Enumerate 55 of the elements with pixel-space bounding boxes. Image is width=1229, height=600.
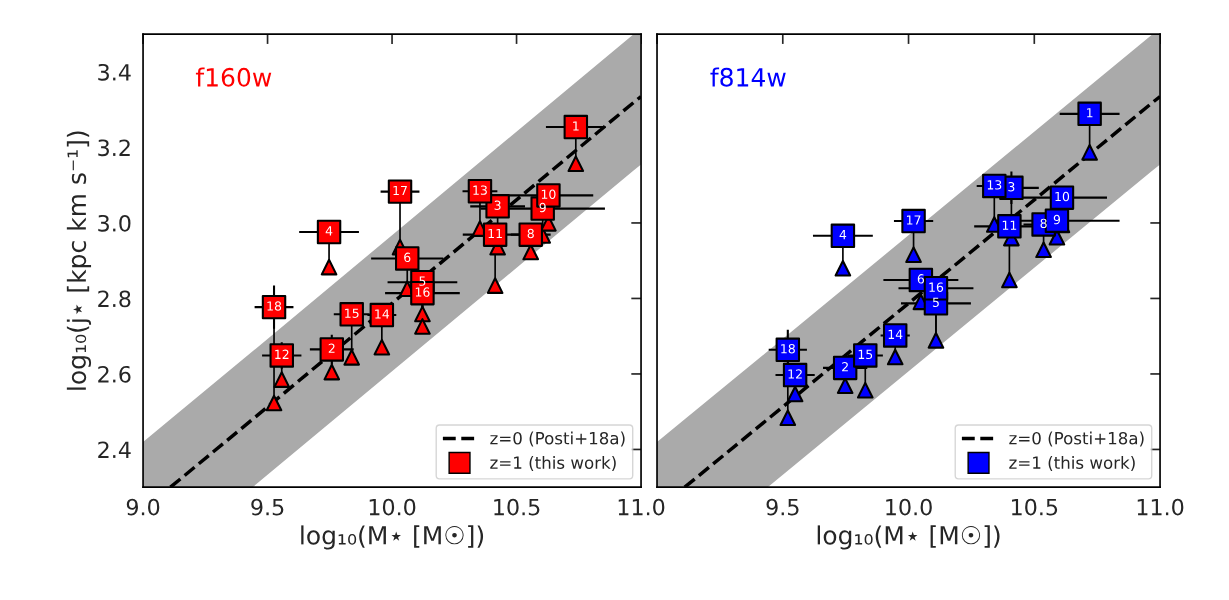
- annotation: 16: [415, 287, 430, 297]
- annotation: 2: [328, 343, 335, 353]
- y-tick-label: 2.4: [98, 441, 131, 458]
- x-tick-label: 10.0: [886, 498, 932, 516]
- y-tick-label: 2.8: [98, 290, 131, 308]
- x-tick-label: 10.5: [494, 498, 540, 516]
- annotation: 6: [404, 252, 411, 263]
- y-tick-label: 3.0: [98, 214, 131, 232]
- legend-label: z=0 (Posti+18a): [490, 431, 625, 447]
- x-tick-label: 10.5: [1012, 498, 1058, 516]
- annotation: 18: [781, 343, 795, 354]
- annotation: 17: [906, 215, 921, 225]
- annotation: 13: [987, 180, 1002, 190]
- annotation: 11: [1002, 220, 1017, 230]
- annotation: 2: [842, 362, 848, 372]
- y-tick-label: 3.4: [98, 63, 131, 81]
- annotation: 15: [858, 349, 873, 360]
- annotation: 9: [1053, 214, 1061, 225]
- annotation: 14: [375, 309, 390, 319]
- annotation: 12: [275, 349, 289, 359]
- annotation: 18: [267, 301, 282, 311]
- x-tick-label: 11.0: [618, 498, 665, 516]
- annotation: 1: [573, 121, 579, 131]
- annotation: 12: [788, 369, 802, 379]
- annotation: 1: [1087, 108, 1093, 118]
- annotation: 14: [888, 329, 903, 339]
- y-tick-label: 2.6: [98, 365, 131, 383]
- x-axis-title: log₁₀(M⋆ [M☉]): [817, 525, 1000, 550]
- legend-label: z=1 (this work): [490, 456, 616, 471]
- y-tick-label: 3.2: [98, 139, 130, 157]
- annotation: 16: [929, 282, 944, 292]
- x-axis-title: log₁₀(M⋆ [M☉]): [301, 525, 484, 550]
- text: f814w: [710, 67, 786, 87]
- x-tick-label: 9.5: [766, 498, 799, 516]
- annotation: 17: [393, 185, 407, 196]
- annotation: 4: [839, 230, 847, 240]
- x-tick-label: 10.0: [369, 498, 416, 516]
- legend-label: z=1 (this work): [1009, 456, 1135, 471]
- x-tick-label: 9.0: [126, 498, 160, 516]
- legend-label: z=0 (Posti+18a): [1009, 431, 1144, 447]
- annotation: 4: [325, 226, 333, 236]
- annotation: 10: [541, 189, 556, 200]
- annotation: 10: [1055, 191, 1070, 202]
- annotation: 8: [527, 228, 534, 239]
- annotation: 3: [494, 200, 501, 210]
- annotation: 15: [345, 308, 359, 318]
- y-axis-title: log₁₀(j⋆ [kpc km s⁻¹]): [66, 131, 92, 390]
- annotation: 6: [917, 274, 925, 284]
- annotation: 11: [488, 228, 502, 239]
- x-tick-label: 11.0: [1137, 498, 1184, 516]
- annotation: 13: [473, 185, 487, 195]
- x-tick-label: 9.5: [251, 498, 284, 516]
- annotation: 5: [932, 297, 939, 307]
- annotation: 3: [1008, 182, 1015, 192]
- text: f160w: [195, 67, 272, 87]
